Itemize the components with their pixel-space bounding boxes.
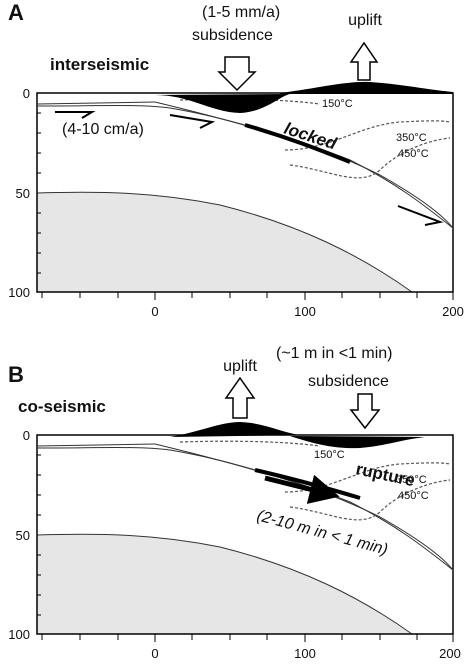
panel-letter: B bbox=[8, 362, 24, 387]
panel-letter: A bbox=[8, 0, 24, 25]
isotherm-label: 350°C bbox=[396, 474, 427, 486]
plate-motion-arrow bbox=[55, 111, 96, 119]
isotherm-label: 150°C bbox=[314, 449, 345, 461]
y-tick-label: 100 bbox=[8, 627, 30, 642]
subsidence-zone bbox=[290, 436, 425, 449]
subsidence-arrow bbox=[349, 393, 381, 430]
y-tick-label: 0 bbox=[23, 86, 30, 101]
subsidence-label: subsidence bbox=[308, 373, 389, 390]
x-tick-label: 100 bbox=[294, 646, 316, 661]
isotherm-label: 150°C bbox=[322, 98, 353, 110]
uplift-label: uplift bbox=[348, 12, 382, 29]
uplift-zone bbox=[170, 422, 300, 437]
uplift-arrow bbox=[224, 376, 256, 419]
slab-motion-arrow bbox=[169, 114, 216, 129]
subsidence-label: subsidence bbox=[192, 27, 273, 44]
rupture-zone bbox=[254, 468, 361, 500]
plate-rate-label: (4-10 cm/a) bbox=[62, 121, 144, 138]
uplift-label: uplift bbox=[223, 358, 257, 375]
panel-a: A (1-5 mm/a) subsidence uplift interseis… bbox=[8, 0, 464, 319]
x-tick-label: 0 bbox=[151, 646, 158, 661]
isotherm-label: 350°C bbox=[396, 132, 427, 144]
uplift-arrow bbox=[349, 41, 379, 81]
rate-label: (1-5 mm/a) bbox=[202, 4, 280, 21]
x-tick-label: 200 bbox=[442, 304, 464, 319]
uplift-zone bbox=[280, 81, 453, 94]
slip-arrow bbox=[264, 474, 340, 504]
phase-label: co-seismic bbox=[18, 397, 106, 416]
x-tick-label: 100 bbox=[294, 304, 316, 319]
y-tick-label: 50 bbox=[16, 528, 30, 543]
slab-motion-arrow bbox=[397, 205, 444, 226]
phase-label: interseismic bbox=[50, 55, 149, 74]
x-tick-label: 0 bbox=[151, 304, 158, 319]
y-tick-label: 100 bbox=[8, 285, 30, 300]
slip-label: (2-10 m in < 1 min) bbox=[255, 507, 390, 558]
locked-zone bbox=[244, 123, 351, 164]
rate-label: (~1 m in <1 min) bbox=[276, 345, 392, 362]
subsidence-arrow bbox=[217, 56, 257, 92]
subsidence-zone bbox=[155, 94, 290, 113]
y-tick-label: 50 bbox=[16, 186, 30, 201]
isotherm-label: 450°C bbox=[398, 148, 429, 160]
panel-b: B uplift (~1 m in <1 min) subsidence co-… bbox=[8, 345, 461, 661]
y-tick-label: 0 bbox=[23, 428, 30, 443]
isotherm-label: 450°C bbox=[398, 490, 429, 502]
x-tick-label: 200 bbox=[439, 646, 461, 661]
